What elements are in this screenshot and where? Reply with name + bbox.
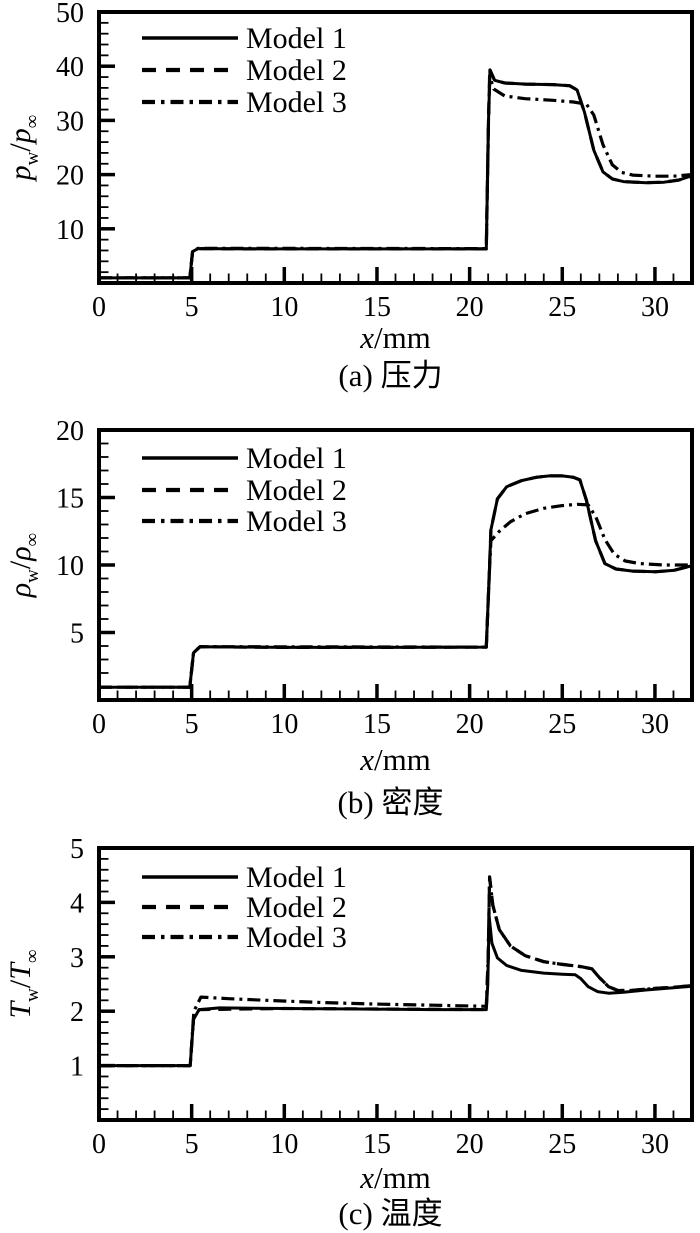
y-axis-label: pw/p∞ xyxy=(4,115,43,183)
series-line-model-3 xyxy=(99,74,692,280)
x-axis-label: x/mm xyxy=(359,320,431,355)
series-line-model-2 xyxy=(99,875,692,1068)
y-tick-label: 15 xyxy=(56,484,84,515)
legend-label: Model 2 xyxy=(246,54,347,87)
y-axis-label-part-sep: / xyxy=(4,143,37,152)
legend-label: Model 3 xyxy=(246,505,347,538)
x-tick-label: 10 xyxy=(270,709,298,740)
x-tick-label: 30 xyxy=(641,1129,669,1160)
chart-caption: (c) 温度 xyxy=(338,1196,442,1231)
x-tick-label: 20 xyxy=(456,709,484,740)
y-tick-label: 10 xyxy=(56,215,84,246)
x-tick-label: 10 xyxy=(270,292,298,323)
x-tick-label: 5 xyxy=(185,292,199,323)
x-tick-label: 5 xyxy=(185,1129,199,1160)
y-tick-label: 30 xyxy=(56,106,84,137)
y-tick-label: 1 xyxy=(70,1052,84,1083)
y-axis-label-part-den_base: ρ xyxy=(4,546,37,561)
legend-label: Model 1 xyxy=(246,442,347,475)
y-axis-label-part-sep: / xyxy=(4,560,37,569)
x-axis-label-variable: x xyxy=(359,1160,374,1195)
x-axis-label-variable: x xyxy=(359,320,374,355)
chart-caption: (b) 密度 xyxy=(338,785,444,820)
legend-label: Model 3 xyxy=(246,921,347,954)
y-tick-label: 3 xyxy=(70,943,84,974)
series-line-model-2 xyxy=(99,474,692,689)
y-axis-label-part-den_base: p xyxy=(4,128,37,145)
plot-frame xyxy=(97,10,694,285)
y-axis-label-part-num_base: T xyxy=(4,1000,37,1019)
x-axis-label: x/mm xyxy=(359,742,431,777)
series-line-model-3 xyxy=(99,502,692,689)
legend-label: Model 2 xyxy=(246,474,347,507)
y-tick-label: 5 xyxy=(70,619,84,650)
x-axis-label-unit: /mm xyxy=(374,1160,431,1195)
x-tick-label: 0 xyxy=(92,1129,106,1160)
x-tick-label: 30 xyxy=(641,709,669,740)
y-axis-label-part-num_base: p xyxy=(4,165,37,182)
x-axis-label-variable: x xyxy=(359,742,374,777)
x-tick-label: 25 xyxy=(548,709,576,740)
x-axis-label-unit: /mm xyxy=(374,320,431,355)
x-tick-label: 15 xyxy=(363,709,391,740)
x-tick-label: 20 xyxy=(456,1129,484,1160)
x-tick-label: 0 xyxy=(92,709,106,740)
y-axis-label-part-num_sub: w xyxy=(22,151,43,165)
y-axis-label-part-num_base: ρ xyxy=(4,583,37,598)
legend-label: Model 1 xyxy=(246,22,347,55)
series-line-model-1 xyxy=(99,68,692,280)
y-tick-label: 10 xyxy=(56,551,84,582)
legend-label: Model 2 xyxy=(246,891,347,924)
y-axis-label: ρw/ρ∞ xyxy=(4,533,43,598)
x-tick-label: 15 xyxy=(363,292,391,323)
y-tick-label: 2 xyxy=(70,997,84,1028)
y-axis-label-part-den_base: T xyxy=(4,961,37,980)
series-line-model-3 xyxy=(99,876,692,1068)
x-tick-label: 5 xyxy=(185,709,199,740)
y-tick-label: 40 xyxy=(56,52,84,83)
legend-label: Model 1 xyxy=(246,861,347,894)
plot-frame xyxy=(97,428,694,702)
y-tick-label: 4 xyxy=(70,888,84,919)
x-axis-label: x/mm xyxy=(359,1160,431,1195)
series-line-model-1 xyxy=(99,474,692,689)
x-axis-label-unit: /mm xyxy=(374,742,431,777)
y-axis-label: Tw/T∞ xyxy=(4,950,43,1019)
x-tick-label: 10 xyxy=(270,1129,298,1160)
x-tick-label: 25 xyxy=(548,292,576,323)
x-tick-label: 30 xyxy=(641,292,669,323)
y-axis-label-part-num_sub: w xyxy=(22,569,43,583)
series-line-model-2 xyxy=(99,68,692,280)
chart-caption: (a) 压力 xyxy=(338,358,442,393)
y-tick-label: 20 xyxy=(56,416,84,447)
y-tick-label: 20 xyxy=(56,161,84,192)
y-axis-label-part-den_sub: ∞ xyxy=(22,533,43,547)
legend-label: Model 3 xyxy=(246,86,347,119)
y-tick-label: 5 xyxy=(70,834,84,865)
x-tick-label: 15 xyxy=(363,1129,391,1160)
y-axis-label-part-num_sub: w xyxy=(22,988,43,1002)
y-axis-label-part-sep: / xyxy=(4,979,37,988)
y-axis-label-part-den_sub: ∞ xyxy=(22,115,43,129)
x-tick-label: 25 xyxy=(548,1129,576,1160)
y-tick-label: 50 xyxy=(56,0,84,29)
x-tick-label: 0 xyxy=(92,292,106,323)
y-axis-label-part-den_sub: ∞ xyxy=(22,950,43,964)
x-tick-label: 20 xyxy=(456,292,484,323)
plot-frame xyxy=(97,846,694,1122)
series-line-model-1 xyxy=(99,914,692,1068)
